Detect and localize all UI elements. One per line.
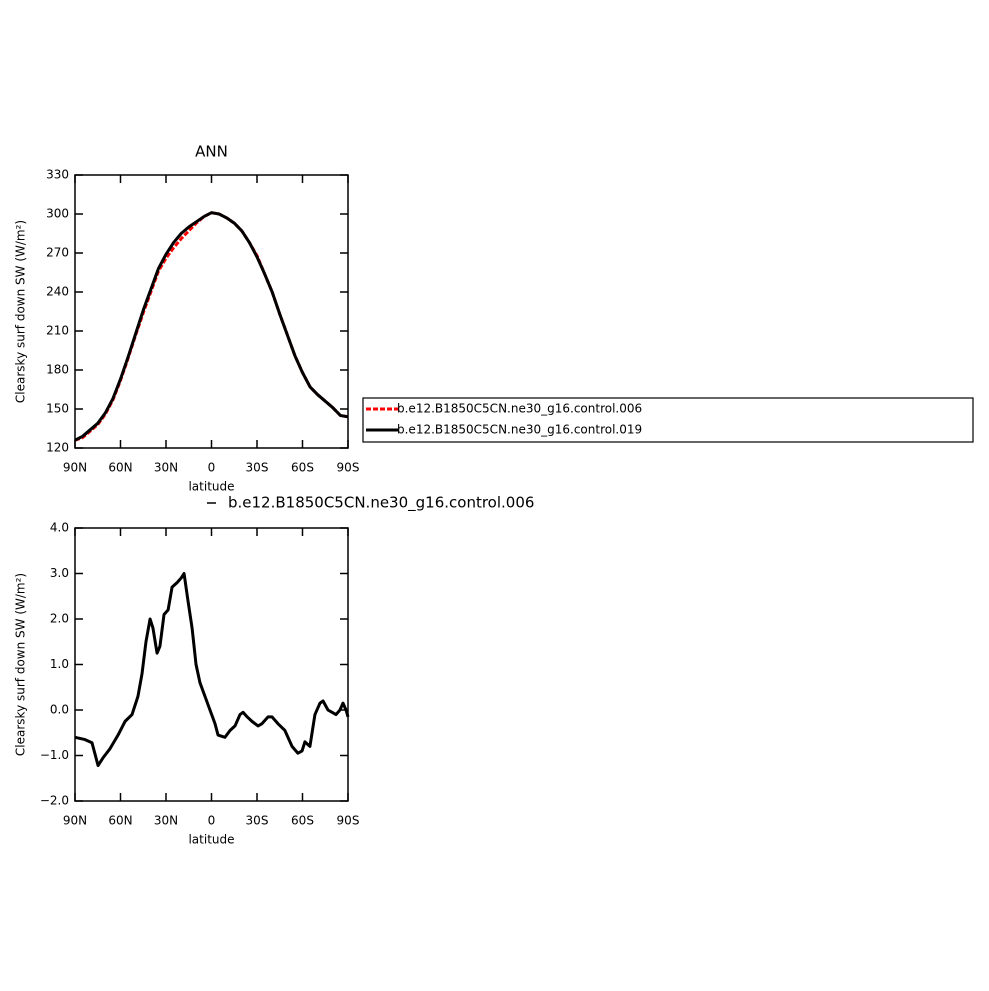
x-tick-label: 60N (108, 461, 132, 475)
y-tick-label: 270 (46, 246, 69, 260)
chart-subtitle: b.e12.B1850C5CN.ne30_g16.control.006 (228, 494, 534, 513)
legend-label: b.e12.B1850C5CN.ne30_g16.control.006 (397, 402, 642, 416)
x-tick-label: 0 (208, 461, 216, 475)
y-tick-label: −2.0 (40, 794, 69, 808)
x-tick-label: 60N (108, 814, 132, 828)
data-line (74, 211, 349, 442)
x-tick-label: 60S (291, 814, 314, 828)
y-axis-label: Clearsky surf down SW (W/m²) (14, 220, 28, 403)
x-tick-label: 90N (63, 461, 87, 475)
y-tick-label: 1.0 (50, 657, 69, 671)
y-tick-label: 330 (46, 168, 69, 182)
y-axis-label: Clearsky surf down SW (W/m²) (14, 573, 28, 756)
y-tick-label: 2.0 (50, 612, 69, 626)
y-tick-label: 0.0 (50, 703, 69, 717)
chart-title: ANN (195, 143, 228, 161)
x-tick-label: 30S (246, 461, 269, 475)
x-tick-label: 60S (291, 461, 314, 475)
data-line (74, 572, 350, 768)
legend-label: b.e12.B1850C5CN.ne30_g16.control.019 (397, 423, 642, 437)
x-tick-label: 30S (246, 814, 269, 828)
x-tick-label: 30N (154, 814, 178, 828)
x-tick-label: 90S (337, 461, 360, 475)
y-tick-label: 240 (46, 285, 69, 299)
y-tick-label: 150 (46, 402, 69, 416)
x-axis-label: latitude (188, 480, 234, 494)
x-tick-label: 0 (208, 814, 216, 828)
legend-box (362, 397, 974, 443)
x-tick-label: 90S (337, 814, 360, 828)
x-tick-label: 90N (63, 814, 87, 828)
y-tick-label: 180 (46, 363, 69, 377)
x-tick-label: 30N (154, 461, 178, 475)
y-tick-label: 210 (46, 324, 69, 338)
y-tick-label: −1.0 (40, 748, 69, 762)
y-tick-label: 4.0 (50, 521, 69, 535)
y-tick-label: 120 (46, 441, 69, 455)
x-axis-label: latitude (188, 833, 234, 847)
y-tick-label: 3.0 (50, 566, 69, 580)
y-tick-label: 300 (46, 207, 69, 221)
